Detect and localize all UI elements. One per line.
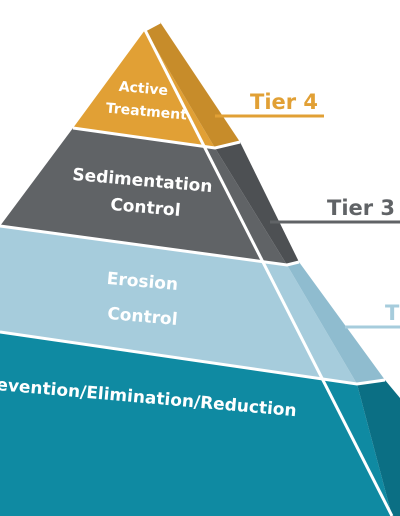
tier4-line2: Treatment <box>105 101 188 124</box>
tier3-face <box>0 128 287 265</box>
tier4-label: Tier 4 <box>250 90 318 114</box>
tier1-face <box>0 332 392 516</box>
tier3-label: Tier 3 <box>327 196 395 220</box>
tier3-side <box>215 142 299 265</box>
tier2-side <box>287 262 385 384</box>
tier4-face <box>73 30 215 148</box>
tier1-side <box>357 380 400 516</box>
layer-separators <box>0 20 394 516</box>
tier2-label: Ti <box>385 301 400 325</box>
tier4-line1: Active <box>118 79 168 99</box>
